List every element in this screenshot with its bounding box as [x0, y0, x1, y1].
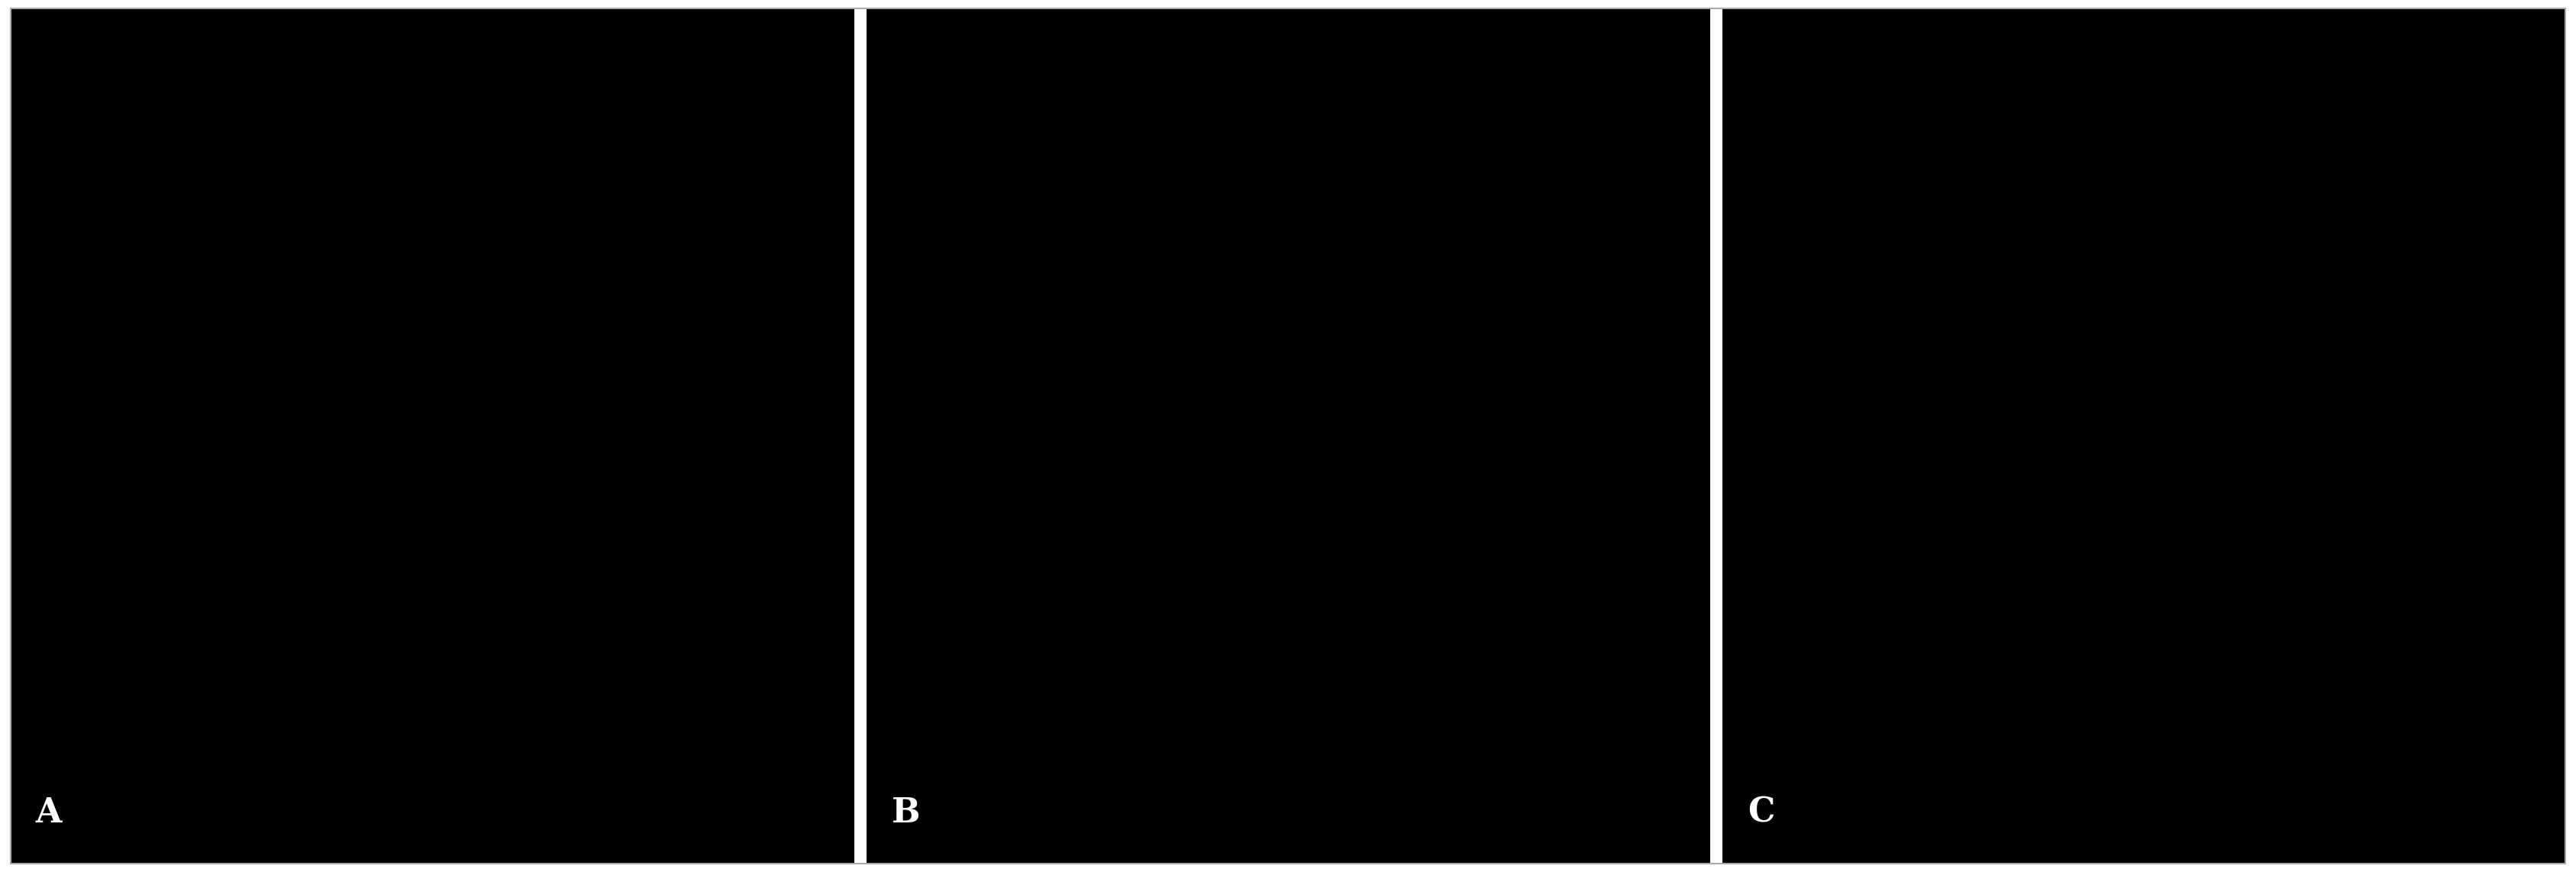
Text: B: B [891, 796, 920, 829]
Text: A: A [36, 796, 62, 829]
Text: C: C [1747, 796, 1775, 829]
